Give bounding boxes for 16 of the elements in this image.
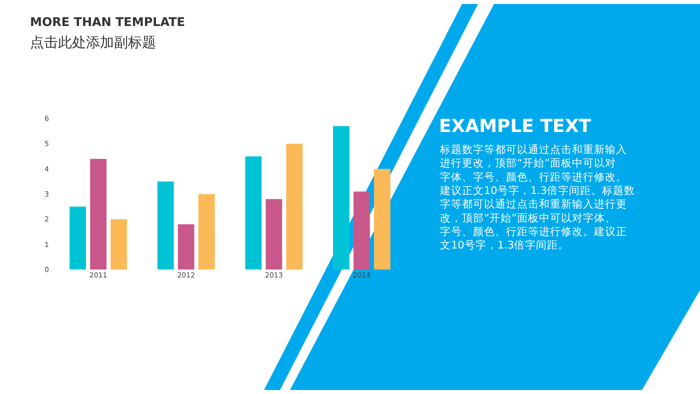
bar — [178, 224, 194, 270]
bar — [110, 219, 127, 270]
chart-subtitle: 点击此处添加副标题 — [30, 35, 156, 51]
text: 标题数字等都可以通过点击和重新输入进行更改，顶部“开始”面板中可以对字体、字号、颜色、行距等进行修改。建议正文10号字，1.3倍字间距。标题数字等都可以通过点击和重新输入进行更改，顶部“开始”面板中可以对字体、字号、颜色、行距等进行修改。建议正文10号字，1.3倍字间距。 — [439, 143, 636, 252]
bar — [245, 156, 262, 270]
text: EXAMPLE TEXT — [439, 116, 592, 137]
bar — [198, 194, 215, 270]
bar — [70, 206, 86, 270]
bar — [266, 199, 282, 270]
bar — [286, 144, 303, 270]
bar — [333, 126, 350, 270]
bar — [157, 181, 174, 270]
bar — [374, 168, 390, 270]
bar — [90, 158, 106, 270]
bar — [354, 192, 370, 270]
chart-title: MORE THAN TEMPLATE — [30, 15, 185, 29]
